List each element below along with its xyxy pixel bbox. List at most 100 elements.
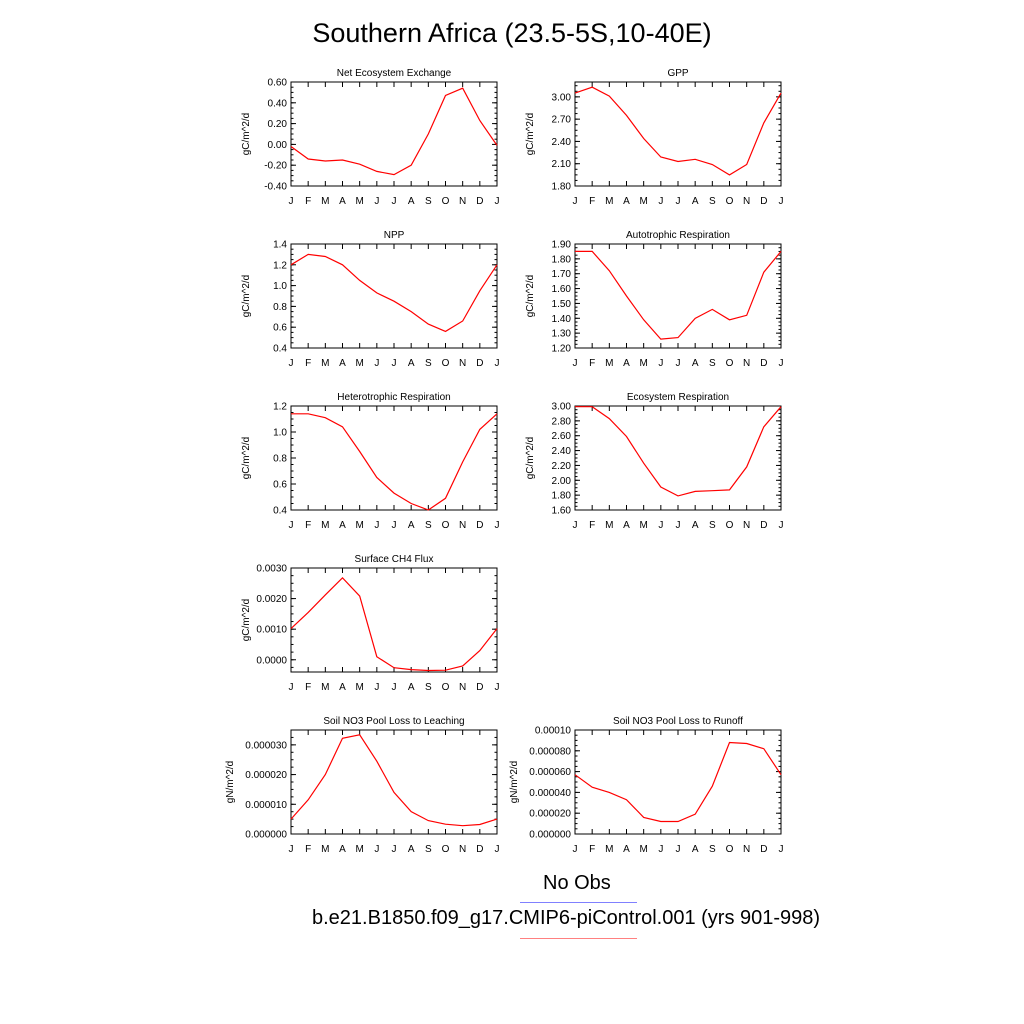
- x-tick-label: O: [442, 196, 450, 207]
- x-tick-label: S: [709, 520, 716, 531]
- x-tick-label: M: [321, 520, 329, 531]
- panel-title: Surface CH4 Flux: [355, 554, 434, 565]
- panel-title: NPP: [384, 230, 405, 241]
- x-tick-label: A: [692, 196, 699, 207]
- x-tick-label: M: [605, 844, 613, 855]
- x-tick-label: O: [726, 196, 734, 207]
- y-tick-label: 1.80: [552, 254, 572, 265]
- x-tick-label: D: [476, 520, 483, 531]
- x-tick-label: J: [779, 358, 784, 369]
- x-tick-label: M: [605, 196, 613, 207]
- y-tick-label: 1.80: [552, 182, 572, 193]
- x-tick-label: F: [589, 196, 595, 207]
- panel-title: GPP: [667, 68, 688, 79]
- y-tick-label: 1.50: [552, 299, 572, 310]
- y-tick-label: 1.80: [552, 491, 572, 502]
- x-tick-label: O: [442, 844, 450, 855]
- y-tick-label: 1.0: [273, 428, 287, 439]
- y-tick-label: 2.20: [552, 461, 572, 472]
- y-tick-label: 2.80: [552, 416, 572, 427]
- plot-frame: [574, 243, 782, 349]
- x-tick-label: M: [355, 682, 363, 693]
- x-tick-label: A: [408, 520, 415, 531]
- x-tick-label: F: [589, 358, 595, 369]
- x-tick-label: J: [676, 844, 681, 855]
- y-tick-label: 0.0020: [256, 594, 287, 605]
- x-tick-label: J: [289, 358, 294, 369]
- x-tick-label: A: [339, 682, 346, 693]
- legend-entry-obs: No Obs: [543, 872, 611, 894]
- x-tick-label: D: [476, 358, 483, 369]
- y-tick-label: 1.0: [273, 281, 287, 292]
- x-tick-label: A: [339, 844, 346, 855]
- x-tick-label: J: [289, 682, 294, 693]
- y-tick-label: 0.000000: [529, 830, 571, 841]
- x-tick-label: D: [476, 682, 483, 693]
- x-tick-label: F: [589, 520, 595, 531]
- x-tick-label: N: [459, 844, 466, 855]
- y-tick-label: 1.4: [273, 240, 287, 251]
- y-tick-label: 0.4: [273, 344, 287, 355]
- y-tick-label: 0.0010: [256, 625, 287, 636]
- x-tick-label: J: [392, 358, 397, 369]
- x-tick-label: A: [339, 520, 346, 531]
- y-axis-label: gN/m^2/d: [225, 761, 236, 804]
- legend-line-model: [520, 938, 637, 939]
- x-tick-label: A: [339, 358, 346, 369]
- x-tick-label: J: [374, 358, 379, 369]
- x-tick-label: J: [495, 682, 500, 693]
- x-tick-label: M: [639, 358, 647, 369]
- x-tick-label: S: [709, 358, 716, 369]
- x-tick-label: F: [305, 358, 311, 369]
- y-tick-label: 1.40: [552, 314, 572, 325]
- x-tick-label: J: [392, 844, 397, 855]
- x-tick-label: N: [459, 358, 466, 369]
- y-tick-label: 1.2: [273, 402, 287, 413]
- y-tick-label: 0.0000: [256, 655, 287, 666]
- x-tick-label: N: [743, 520, 750, 531]
- x-tick-label: D: [760, 196, 767, 207]
- y-tick-label: 0.6: [273, 323, 287, 334]
- y-tick-label: 0.000020: [529, 809, 571, 820]
- series-line: [290, 576, 498, 672]
- y-axis-label: gN/m^2/d: [509, 761, 520, 804]
- x-tick-label: J: [374, 196, 379, 207]
- x-tick-label: J: [573, 196, 578, 207]
- x-tick-label: J: [289, 196, 294, 207]
- x-tick-label: D: [760, 844, 767, 855]
- y-tick-label: 0.000000: [245, 830, 287, 841]
- x-tick-label: M: [355, 196, 363, 207]
- y-tick-label: -0.40: [264, 182, 287, 193]
- x-tick-label: J: [779, 844, 784, 855]
- x-tick-label: J: [658, 520, 663, 531]
- x-tick-label: F: [305, 682, 311, 693]
- x-tick-label: A: [623, 844, 630, 855]
- y-tick-label: 2.40: [552, 446, 572, 457]
- x-tick-label: J: [289, 520, 294, 531]
- y-tick-label: 0.20: [268, 119, 288, 130]
- y-tick-label: 2.00: [552, 476, 572, 487]
- y-tick-label: 0.000040: [529, 788, 571, 799]
- y-tick-label: 0.60: [268, 78, 288, 89]
- legend-entry-model: b.e21.B1850.f09_g17.CMIP6-piControl.001 …: [312, 907, 821, 929]
- y-tick-label: 0.000020: [245, 770, 287, 781]
- series-line: [575, 250, 782, 340]
- x-tick-label: M: [639, 520, 647, 531]
- y-tick-label: 1.60: [552, 284, 572, 295]
- series-line: [574, 741, 782, 823]
- panel-1: Net Ecosystem Exchange gC/m^2/d -0.40 -0.20…: [241, 68, 500, 207]
- x-tick-label: S: [425, 520, 432, 531]
- x-tick-label: A: [339, 196, 346, 207]
- y-tick-label: 2.60: [552, 431, 572, 442]
- y-tick-label: 0.00: [268, 140, 288, 151]
- y-tick-label: 1.70: [552, 269, 572, 280]
- x-tick-label: D: [760, 520, 767, 531]
- x-tick-label: J: [573, 520, 578, 531]
- x-tick-label: S: [709, 844, 716, 855]
- panel-4: Autotrophic Respiration gC/m^2/d 1.20 1.30 1…: [525, 230, 784, 369]
- plot-frame: [574, 729, 782, 835]
- y-axis-label: gC/m^2/d: [241, 437, 252, 480]
- x-tick-label: J: [374, 682, 379, 693]
- x-tick-label: J: [676, 520, 681, 531]
